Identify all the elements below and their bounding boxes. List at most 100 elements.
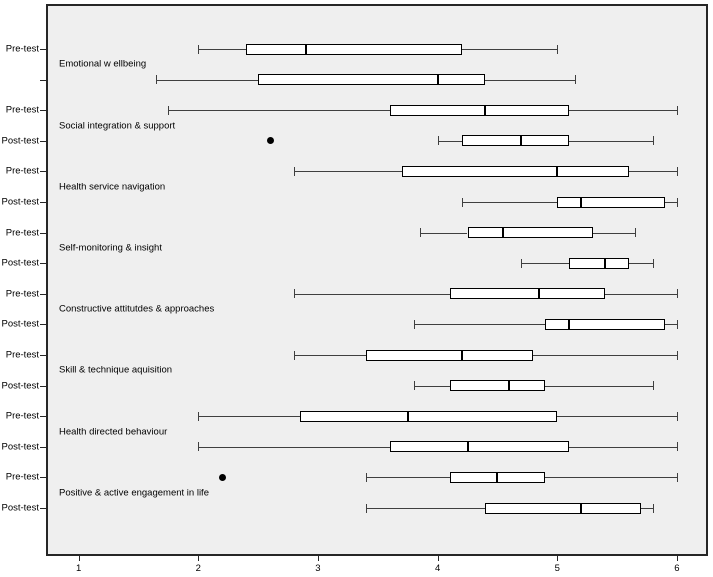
left-whisker-line (294, 171, 402, 173)
right-whisker-line (629, 263, 653, 265)
row-label: Pre-test (5, 410, 39, 422)
right-whisker-line (664, 202, 677, 203)
left-whisker-line (461, 202, 558, 203)
left-whisker-line (365, 508, 486, 509)
x-tick-label: 4 (434, 563, 441, 574)
median-line (580, 197, 583, 207)
right-whisker-line (569, 140, 653, 142)
right-whisker-cap (635, 228, 637, 238)
left-whisker-cap (168, 105, 170, 115)
y-axis-tick (40, 355, 46, 356)
category-label: Self-monitoring & insight (59, 242, 162, 254)
category-label: Emotional w ellbeing (59, 58, 147, 70)
median-line (496, 472, 499, 482)
box-iqr (449, 288, 606, 300)
category-label: Skill & technique aquisition (59, 364, 173, 376)
right-whisker-line (593, 232, 635, 234)
box-iqr (449, 380, 546, 392)
box-iqr (485, 502, 641, 514)
right-whisker-line (569, 110, 677, 112)
right-whisker-line (569, 446, 677, 448)
box-iqr (300, 410, 558, 422)
row-label: Post-test (1, 196, 40, 208)
right-whisker-line (461, 49, 558, 50)
y-axis-tick (40, 202, 46, 203)
left-whisker-cap (198, 442, 200, 452)
left-whisker-line (198, 49, 247, 50)
box-iqr (401, 165, 630, 177)
left-whisker-line (198, 446, 390, 448)
plot-area (46, 4, 708, 556)
left-whisker-line (437, 140, 462, 142)
row-label: Pre-test (5, 471, 39, 483)
median-line (556, 166, 559, 176)
left-whisker-cap (413, 381, 415, 391)
left-whisker-cap (198, 411, 200, 421)
row-label: Post-test (1, 135, 40, 147)
box-iqr (467, 227, 594, 239)
right-whisker-line (545, 477, 677, 479)
right-whisker-line (605, 293, 677, 295)
median-line (460, 350, 463, 360)
right-whisker-cap (575, 75, 577, 85)
right-whisker-cap (676, 350, 678, 360)
median-line (580, 503, 583, 513)
y-axis-tick (40, 446, 46, 448)
left-whisker-line (413, 324, 546, 326)
left-whisker-line (365, 477, 450, 479)
median-line (604, 258, 607, 268)
y-axis-tick (40, 293, 46, 295)
left-whisker-cap (294, 166, 296, 176)
right-whisker-cap (676, 166, 678, 176)
left-whisker-line (413, 385, 450, 387)
y-axis-tick (40, 140, 46, 142)
x-tick-label: 5 (554, 563, 560, 574)
median-line (436, 75, 439, 85)
right-whisker-cap (652, 136, 654, 146)
row-label: Post-test (1, 502, 40, 514)
box-iqr (258, 74, 486, 86)
right-whisker-cap (676, 411, 678, 421)
row-label: Pre-test (5, 104, 39, 116)
left-whisker-line (156, 79, 259, 81)
y-axis-tick (40, 171, 46, 173)
category-label: Health service navigation (59, 181, 166, 193)
box-iqr (365, 349, 534, 361)
outlier-dot (218, 473, 226, 481)
right-whisker-line (664, 324, 677, 326)
left-whisker-cap (365, 503, 367, 513)
x-tick-label: 3 (315, 563, 321, 574)
right-whisker-cap (652, 258, 654, 268)
x-tick-label: 2 (195, 563, 201, 574)
median-line (568, 319, 571, 329)
left-whisker-cap (365, 472, 367, 482)
right-whisker-cap (676, 197, 678, 207)
category-label: Positive & active engagement in life (59, 487, 209, 499)
box-iqr (389, 104, 570, 116)
right-whisker-line (485, 79, 576, 81)
left-whisker-cap (294, 289, 296, 299)
left-whisker-line (419, 232, 468, 234)
left-whisker-line (198, 416, 300, 418)
median-line (520, 136, 523, 146)
right-whisker-cap (676, 472, 678, 482)
left-whisker-line (294, 293, 450, 295)
y-axis-tick (40, 385, 46, 387)
left-whisker-cap (294, 350, 296, 360)
left-whisker-cap (156, 75, 158, 85)
row-label: Post-test (1, 257, 40, 269)
left-whisker-line (168, 110, 390, 112)
y-axis-tick (40, 263, 46, 265)
median-line (304, 44, 307, 54)
row-label: Post-test (1, 441, 40, 453)
outlier-dot (266, 137, 274, 145)
category-label: Health directed behaviour (59, 426, 168, 437)
box-iqr (569, 257, 630, 269)
box-iqr (557, 196, 665, 208)
median-line (484, 105, 487, 115)
left-whisker-cap (198, 44, 200, 54)
y-axis-tick (40, 79, 46, 81)
right-whisker-cap (676, 442, 678, 452)
x-axis-tick (557, 556, 559, 561)
x-axis-tick (78, 556, 80, 561)
